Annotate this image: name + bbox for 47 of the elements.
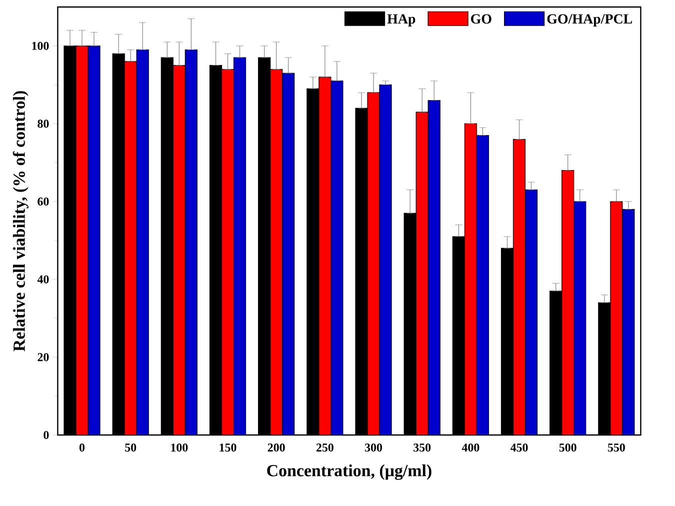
- y-tick-label: 40: [37, 275, 49, 284]
- legend-label: GO/HAp/PCL: [547, 14, 632, 26]
- bar: [233, 57, 246, 435]
- bar: [136, 49, 149, 435]
- x-tick-label: 350: [414, 444, 431, 452]
- x-tick-label: 300: [364, 444, 382, 452]
- bar: [282, 72, 295, 435]
- x-tick-label: 0: [79, 444, 85, 452]
- bar: [330, 80, 344, 435]
- bar: [124, 61, 137, 435]
- x-tick-label: 250: [316, 444, 334, 452]
- y-tick-label: 80: [38, 120, 49, 128]
- y-tick-label: 60: [38, 197, 49, 206]
- bar: [184, 49, 198, 435]
- bar: [270, 68, 283, 435]
- legend-label: HAp: [387, 14, 416, 26]
- bar: [512, 138, 526, 435]
- bar: [464, 123, 477, 435]
- legend-label: GO: [471, 14, 492, 24]
- y-tick-label: 100: [32, 42, 49, 50]
- x-tick-label: 200: [268, 444, 285, 452]
- x-tick-label: 150: [220, 444, 236, 452]
- bar: [428, 100, 440, 435]
- bar: [610, 201, 623, 435]
- bar: [562, 170, 574, 435]
- bar: [416, 112, 428, 435]
- bar: [221, 68, 234, 435]
- bar: [574, 201, 586, 435]
- x-tick-label: 450: [510, 444, 528, 452]
- y-axis-title: Relative cell viability, (% of control): [12, 91, 28, 352]
- bar: [88, 46, 100, 435]
- y-tick-label: 0: [44, 430, 49, 440]
- bar: [476, 135, 489, 435]
- x-axis-title: Concentration, (μg/ml): [267, 464, 432, 480]
- bar: [76, 46, 88, 435]
- bar: [367, 92, 380, 435]
- x-tick-label: 550: [608, 444, 625, 452]
- bar: [379, 84, 392, 435]
- bar: [622, 209, 635, 435]
- y-tick-label: 20: [38, 353, 49, 362]
- bar: [318, 76, 332, 435]
- x-tick-label: 50: [125, 444, 136, 452]
- x-tick-label: 100: [171, 444, 188, 452]
- bar: [524, 190, 538, 435]
- x-tick-label: 500: [559, 444, 576, 452]
- x-tick-label: 400: [462, 444, 480, 452]
- bar: [172, 65, 186, 435]
